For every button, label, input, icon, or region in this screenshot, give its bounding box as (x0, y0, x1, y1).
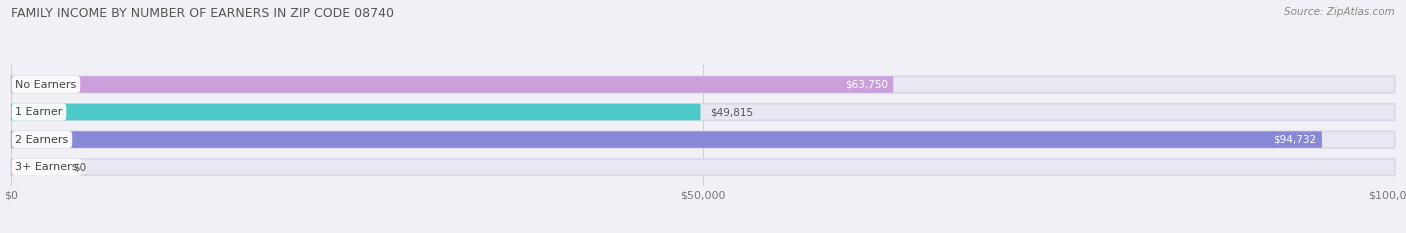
Text: Source: ZipAtlas.com: Source: ZipAtlas.com (1284, 7, 1395, 17)
Text: $49,815: $49,815 (710, 107, 754, 117)
FancyBboxPatch shape (11, 104, 1395, 120)
Text: FAMILY INCOME BY NUMBER OF EARNERS IN ZIP CODE 08740: FAMILY INCOME BY NUMBER OF EARNERS IN ZI… (11, 7, 394, 20)
Text: No Earners: No Earners (15, 79, 77, 89)
FancyBboxPatch shape (11, 159, 63, 175)
FancyBboxPatch shape (11, 131, 1322, 148)
FancyBboxPatch shape (11, 131, 1395, 148)
Text: $0: $0 (73, 162, 87, 172)
Text: $63,750: $63,750 (845, 79, 887, 89)
Text: 3+ Earners: 3+ Earners (15, 162, 77, 172)
Text: 1 Earner: 1 Earner (15, 107, 63, 117)
FancyBboxPatch shape (11, 159, 1395, 175)
FancyBboxPatch shape (11, 76, 1395, 93)
FancyBboxPatch shape (11, 104, 700, 120)
Text: 2 Earners: 2 Earners (15, 135, 69, 145)
FancyBboxPatch shape (11, 76, 893, 93)
Text: $94,732: $94,732 (1274, 135, 1316, 145)
